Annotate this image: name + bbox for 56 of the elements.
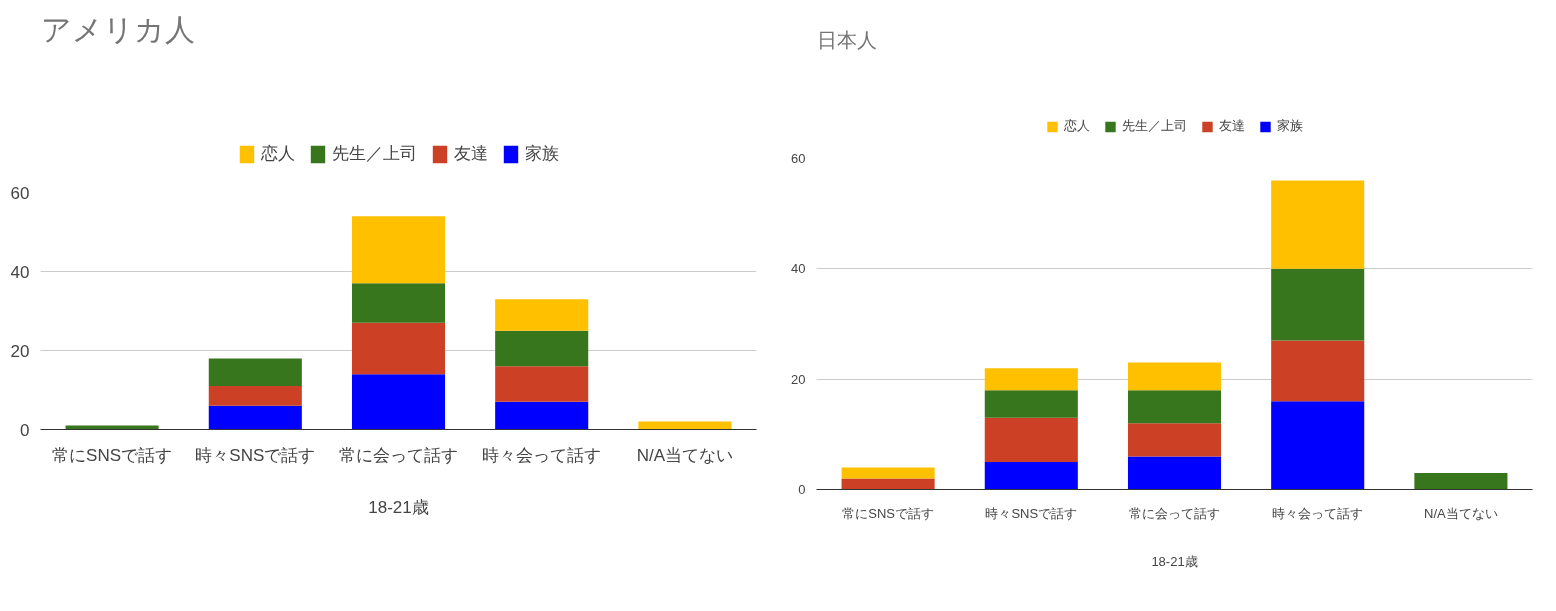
y-tick-label: 0 bbox=[798, 482, 806, 497]
legend-label: 恋人 bbox=[260, 143, 295, 165]
legend-label: 友達 bbox=[453, 143, 488, 165]
legend-label: 先生／上司 bbox=[331, 143, 417, 165]
y-tick-label: 40 bbox=[10, 262, 30, 282]
y-tick-label: 40 bbox=[791, 261, 806, 277]
x-tick-label: 時々SNSで話す bbox=[195, 445, 316, 465]
y-tick-label: 60 bbox=[791, 151, 806, 166]
x-tick-label: N/A当てない bbox=[1424, 505, 1498, 521]
bar bbox=[1127, 362, 1222, 391]
bar bbox=[351, 216, 446, 284]
bar bbox=[351, 283, 446, 323]
x-tick-label: 常に会って話す bbox=[1129, 505, 1220, 521]
bar bbox=[1271, 340, 1365, 402]
bar bbox=[984, 461, 1078, 490]
x-tick-label: N/A当てない bbox=[636, 445, 734, 465]
bar bbox=[1271, 401, 1365, 490]
x-tick-label: 常にSNSで話す bbox=[842, 505, 934, 521]
bar bbox=[208, 358, 302, 387]
y-tick-label: 60 bbox=[10, 183, 30, 203]
legend-label: 家族 bbox=[1276, 117, 1303, 135]
chart-title: 日本人 bbox=[816, 28, 877, 51]
bar bbox=[1271, 180, 1365, 269]
legend-label: 恋人 bbox=[1063, 117, 1090, 135]
chart-title: アメリカ人 bbox=[40, 12, 195, 46]
x-tick-label: 時々SNSで話す bbox=[985, 505, 1078, 521]
x-axis-title: 18-21歳 bbox=[1151, 553, 1198, 569]
y-tick-label: 20 bbox=[791, 371, 806, 387]
bar bbox=[841, 467, 935, 479]
bar bbox=[208, 405, 302, 430]
bar bbox=[841, 478, 935, 490]
x-tick-label: 時々会って話す bbox=[1272, 505, 1364, 521]
bar bbox=[495, 366, 589, 402]
bar bbox=[495, 330, 589, 367]
bar bbox=[1414, 472, 1508, 490]
legend-label: 家族 bbox=[524, 143, 559, 165]
bar bbox=[984, 417, 1078, 462]
y-tick-label: 0 bbox=[20, 420, 30, 440]
y-tick-label: 20 bbox=[10, 341, 30, 361]
x-tick-label: 常にSNSで話す bbox=[52, 445, 173, 465]
bar bbox=[1271, 268, 1365, 341]
legend-label: 先生／上司 bbox=[1121, 117, 1187, 135]
bar bbox=[1127, 456, 1222, 490]
legend-label: 友達 bbox=[1218, 117, 1245, 135]
bar bbox=[984, 368, 1078, 391]
bar bbox=[1127, 423, 1222, 457]
bar bbox=[351, 322, 446, 375]
x-axis-title: 18-21歳 bbox=[368, 497, 429, 517]
x-tick-label: 時々会って話す bbox=[482, 445, 602, 465]
bar bbox=[495, 401, 589, 430]
x-tick-label: 常に会って話す bbox=[339, 445, 458, 465]
bar bbox=[1127, 390, 1222, 424]
bar bbox=[208, 386, 302, 406]
bar bbox=[351, 374, 446, 430]
bar bbox=[984, 390, 1078, 418]
bar bbox=[495, 299, 589, 331]
